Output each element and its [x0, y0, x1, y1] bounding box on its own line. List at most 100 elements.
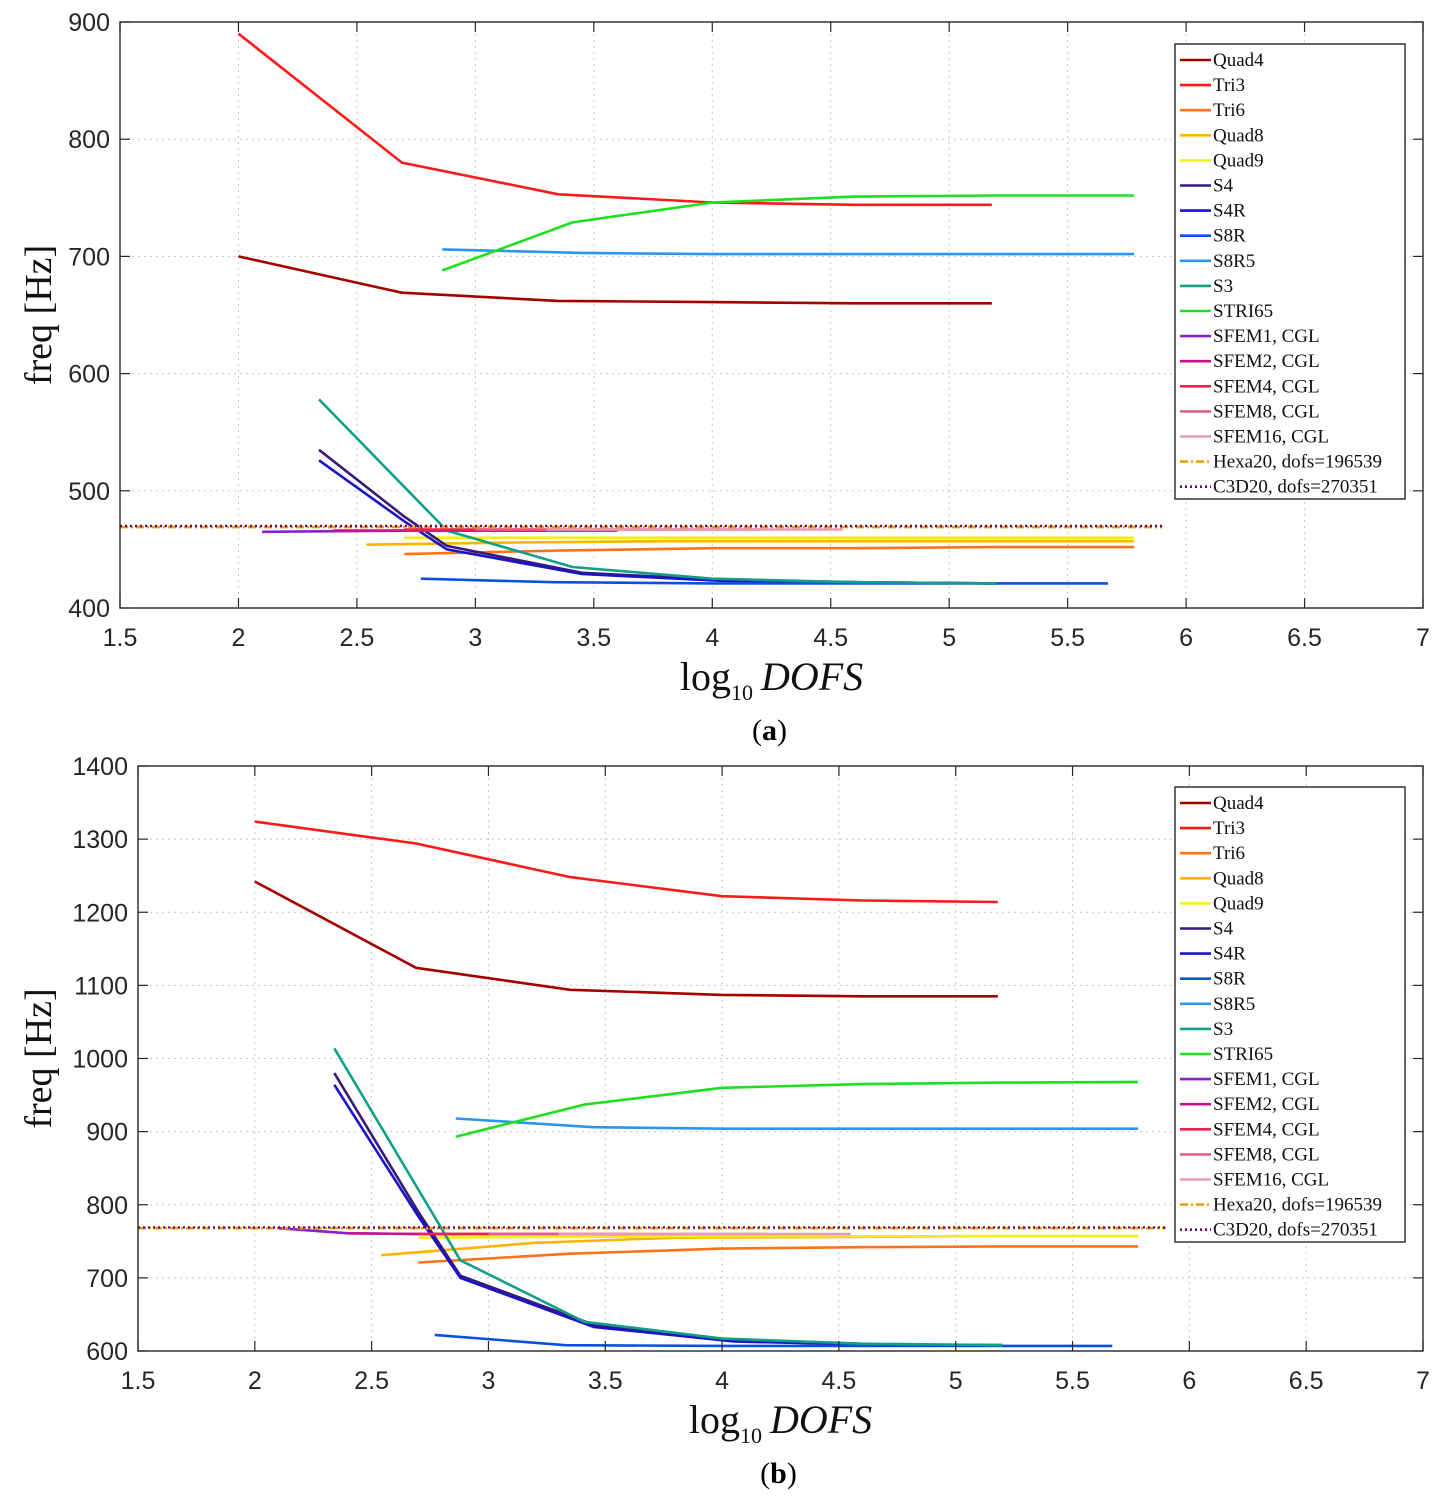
series-line-s3 — [333, 1047, 1003, 1347]
legend: Quad4 Tri3 Tri6 Quad8 Quad9 S4 S4R S8R S8R5 S3 STR… — [1174, 43, 1406, 500]
legend-entry: C3D20, dofs=270351 — [1213, 1220, 1378, 1241]
legend-entry: S3 — [1213, 1019, 1233, 1040]
series-line-quad4 — [254, 880, 998, 998]
x-tick-label: 4.5 — [822, 1367, 857, 1395]
x-tick-label: 5.5 — [1055, 1367, 1090, 1395]
legend-entry: S8R — [1213, 226, 1246, 247]
legend-entry: Tri3 — [1213, 75, 1245, 96]
y-tick-label: 900 — [68, 9, 110, 37]
legend-entry: S4 — [1213, 176, 1234, 197]
legend-entry: S8R — [1213, 969, 1246, 990]
x-axis-label: log10 DOFS — [680, 654, 863, 705]
legend-entry: S4 — [1213, 919, 1234, 940]
legend-entry: SFEM16, CGL — [1213, 427, 1329, 448]
x-tick-label: 5.5 — [1050, 624, 1085, 652]
legend-entry: Tri3 — [1213, 818, 1245, 839]
y-tick-label: 1100 — [74, 972, 128, 1000]
y-tick-label: 600 — [86, 1338, 128, 1366]
x-tick-label: 6.5 — [1289, 1367, 1324, 1395]
legend-entry: S4R — [1213, 944, 1246, 965]
y-tick-label: 700 — [86, 1265, 128, 1293]
legend-entry: Quad8 — [1213, 868, 1264, 889]
y-tick-label: 1400 — [72, 753, 128, 781]
legend-entry: Hexa20, dofs=196539 — [1213, 452, 1382, 473]
series-line-quad4 — [238, 255, 992, 305]
y-tick-label: 400 — [68, 595, 110, 623]
legend-entry: S4R — [1213, 201, 1246, 222]
legend-entry: Quad4 — [1213, 793, 1264, 814]
legend-entry: SFEM4, CGL — [1213, 1119, 1320, 1140]
panel-label: (a) — [752, 714, 787, 747]
x-tick-label: 4 — [715, 1367, 729, 1395]
legend-entry: Tri6 — [1213, 843, 1245, 864]
legend-entry: SFEM2, CGL — [1213, 1094, 1320, 1115]
x-tick-label: 6 — [1182, 1367, 1196, 1395]
y-tick-label: 600 — [68, 361, 110, 389]
x-tick-label: 4 — [705, 624, 719, 652]
series-line-s3 — [318, 398, 997, 585]
legend-entry: S3 — [1213, 276, 1233, 297]
y-tick-label: 1200 — [72, 899, 128, 927]
series-line-s8r5 — [455, 1117, 1138, 1130]
y-tick-label: 800 — [68, 126, 110, 154]
legend-entry: SFEM1, CGL — [1213, 326, 1320, 347]
series-line-quad8 — [366, 539, 1134, 546]
series-line-tri3 — [254, 820, 998, 904]
y-tick-label: 500 — [68, 478, 110, 506]
legend-entry: C3D20, dofs=270351 — [1213, 477, 1378, 498]
series-line-s8r5 — [442, 248, 1134, 256]
series-line-stri65 — [441, 194, 1134, 272]
x-tick-label: 5 — [942, 624, 956, 652]
legend-entry: SFEM2, CGL — [1213, 351, 1320, 372]
series-line-quad9 — [418, 1234, 1138, 1239]
legend-entry: STRI65 — [1213, 1044, 1273, 1065]
y-tick-label: 900 — [86, 1119, 128, 1147]
legend-entry: SFEM1, CGL — [1213, 1069, 1320, 1090]
legend-box — [1174, 786, 1406, 1243]
x-tick-label: 4.5 — [813, 624, 848, 652]
x-tick-label: 7 — [1416, 624, 1430, 652]
chart-panel-0: 1.5 2 2.5 3 3.5 4 4.5 5 5.5 6 6.5 7 400 500 600 700 800 9… — [18, 9, 1430, 747]
x-tick-label: 2.5 — [340, 624, 375, 652]
x-tick-label: 3 — [468, 624, 482, 652]
legend-entry: Quad8 — [1213, 125, 1264, 146]
x-axis-label: log10 DOFS — [689, 1397, 872, 1448]
x-tick-label: 3.5 — [576, 624, 611, 652]
chart-panel-1: 1.5 2 2.5 3 3.5 4 4.5 5 5.5 6 6.5 7 600 700 800 900 1000… — [18, 753, 1430, 1490]
legend-entry: S8R5 — [1213, 251, 1255, 272]
y-tick-label: 1300 — [72, 826, 128, 854]
legend-entry: SFEM8, CGL — [1213, 1144, 1320, 1165]
panel-label: (b) — [760, 1457, 797, 1490]
legend: Quad4 Tri3 Tri6 Quad8 Quad9 S4 S4R S8R S8R5 S3 STR… — [1174, 786, 1406, 1243]
legend-entry: Quad9 — [1213, 893, 1264, 914]
series-line-tri6 — [404, 545, 1134, 556]
series-line-tri3 — [237, 32, 992, 207]
legend-entry: SFEM8, CGL — [1213, 401, 1320, 422]
legend-box — [1174, 43, 1406, 500]
legend-entry: SFEM4, CGL — [1213, 376, 1320, 397]
x-tick-label: 6 — [1179, 624, 1193, 652]
legend-entry: STRI65 — [1213, 301, 1273, 322]
x-tick-label: 6.5 — [1287, 624, 1322, 652]
x-tick-label: 1.5 — [121, 1367, 156, 1395]
legend-entry: Tri6 — [1213, 100, 1245, 121]
x-tick-label: 2.5 — [354, 1367, 389, 1395]
y-tick-label: 700 — [68, 243, 110, 271]
x-tick-label: 3.5 — [588, 1367, 623, 1395]
legend-entry: Hexa20, dofs=196539 — [1213, 1195, 1382, 1216]
legend-entry: Quad9 — [1213, 150, 1264, 171]
x-tick-label: 2 — [232, 624, 246, 652]
series-line-s8r — [434, 1333, 1113, 1348]
y-axis-label: freq [Hz] — [18, 245, 60, 385]
axes-frame — [119, 21, 1424, 609]
x-tick-label: 1.5 — [103, 624, 138, 652]
series-line-stri65 — [455, 1080, 1139, 1138]
legend-entry: SFEM16, CGL — [1213, 1170, 1329, 1191]
x-tick-label: 2 — [248, 1367, 262, 1395]
y-axis-label: freq [Hz] — [18, 988, 60, 1128]
x-tick-label: 7 — [1416, 1367, 1430, 1395]
y-tick-label: 800 — [86, 1192, 128, 1220]
x-tick-label: 3 — [482, 1367, 496, 1395]
legend-entry: Quad4 — [1213, 50, 1264, 71]
